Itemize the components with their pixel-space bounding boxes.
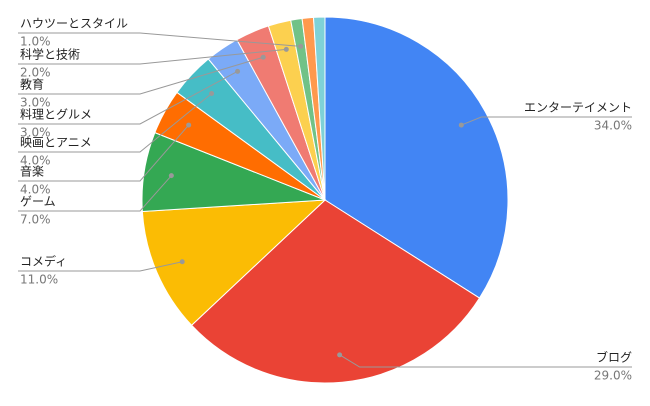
pie-slice bbox=[141, 199, 327, 326]
label-name: 料理とグルメ bbox=[20, 108, 92, 122]
leader-line bbox=[18, 48, 287, 65]
label-name: 科学と技術 bbox=[20, 47, 80, 62]
label-value: 7.0% bbox=[20, 213, 51, 227]
leader-line bbox=[461, 116, 632, 126]
label-name: ゲーム bbox=[20, 195, 56, 209]
label-value: 11.0% bbox=[20, 273, 58, 287]
leader-line bbox=[18, 93, 212, 153]
label-name: 教育 bbox=[20, 77, 44, 92]
label-value: 1.0% bbox=[20, 35, 51, 49]
label-value: 3.0% bbox=[20, 96, 51, 110]
leader-line bbox=[18, 261, 183, 272]
label-value: 29.0% bbox=[594, 369, 632, 383]
label-name: 音楽 bbox=[20, 164, 44, 179]
leader-dot bbox=[235, 68, 241, 74]
pie-slice bbox=[324, 16, 509, 299]
label-value: 4.0% bbox=[20, 154, 51, 168]
label-name: ハウツーとスタイル bbox=[20, 17, 128, 31]
pie-slice bbox=[312, 16, 326, 201]
label-name: コメディ bbox=[20, 254, 67, 269]
leader-line bbox=[18, 32, 301, 47]
leader-line bbox=[18, 175, 172, 212]
leader-dot bbox=[186, 122, 192, 128]
label-value: 2.0% bbox=[20, 66, 51, 80]
label-value: 4.0% bbox=[20, 183, 51, 197]
leader-dot bbox=[283, 46, 289, 52]
leader-line bbox=[18, 70, 238, 125]
leader-dot bbox=[179, 259, 185, 265]
leader-dot bbox=[168, 173, 174, 179]
leader-dot bbox=[458, 122, 464, 128]
label-value: 34.0% bbox=[594, 119, 632, 133]
leader-line bbox=[18, 124, 190, 182]
label-name: エンターテイメント bbox=[524, 101, 632, 115]
label-value: 3.0% bbox=[20, 126, 51, 140]
leader-dot bbox=[337, 352, 343, 358]
leader-dot bbox=[260, 54, 266, 60]
leader-line bbox=[339, 354, 632, 368]
label-name: 映画とアニメ bbox=[20, 136, 92, 150]
leader-dot bbox=[209, 91, 215, 97]
leader-line bbox=[18, 56, 264, 95]
leader-dot bbox=[298, 43, 304, 49]
label-name: ブログ bbox=[596, 350, 632, 365]
pie-slice bbox=[190, 199, 481, 384]
